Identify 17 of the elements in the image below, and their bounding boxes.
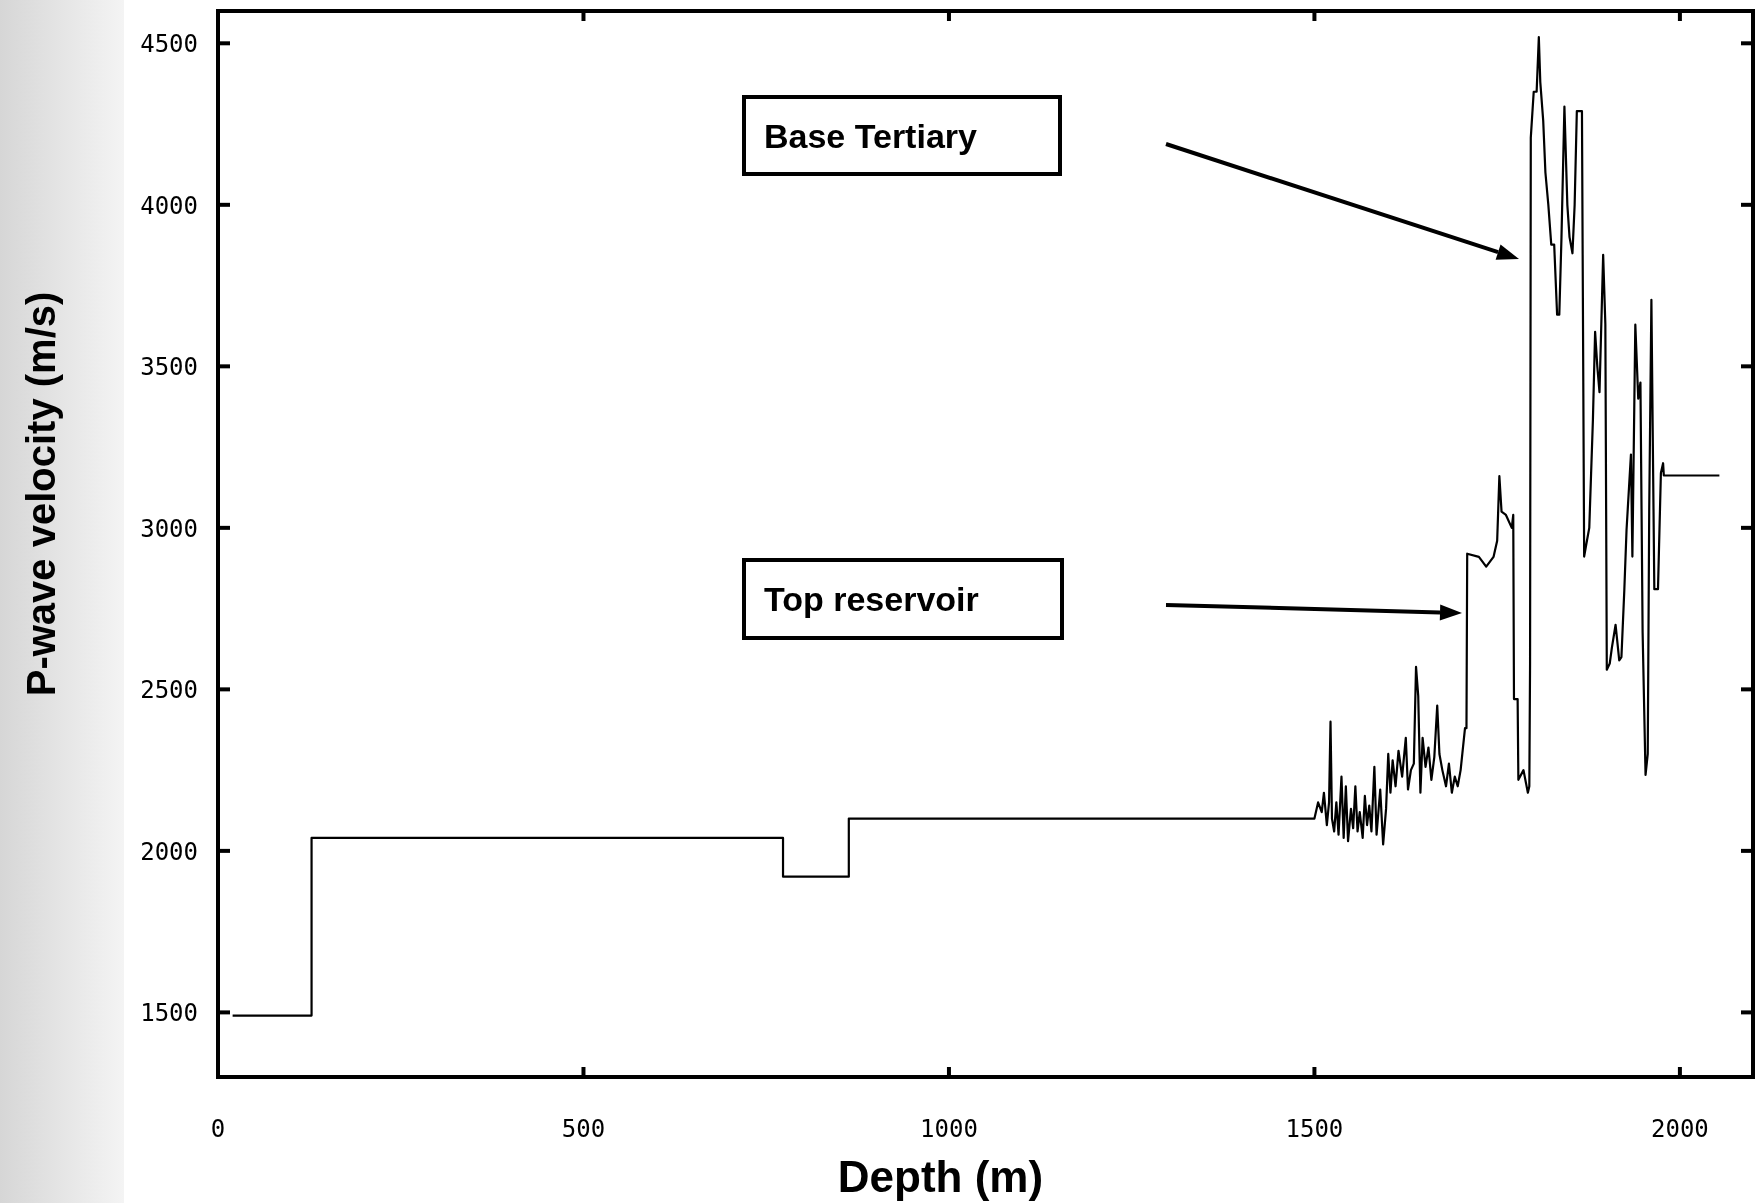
y-tick-label: 2000 — [140, 837, 198, 866]
y-tick-label: 3000 — [140, 514, 198, 543]
x-tick-label: 2000 — [1651, 1115, 1709, 1143]
x-tick-label: 0 — [210, 1115, 226, 1143]
y-tick-label: 2500 — [140, 676, 198, 705]
x-tick-label: 500 — [561, 1115, 606, 1143]
line-series — [231, 36, 1721, 1017]
annotation: Base Tertiary — [764, 116, 978, 155]
y-tick-label: 4500 — [140, 30, 198, 59]
x-tick-label: 1500 — [1285, 1115, 1344, 1143]
y-tick-label: 1500 — [140, 999, 198, 1028]
annotation: Top reservoir — [764, 580, 979, 618]
y-axis-title: P-wave velocity (m/s) — [19, 291, 63, 697]
y-tick-label: 4000 — [140, 191, 198, 220]
x-axis-title: Depth (m) — [837, 1152, 1044, 1201]
y-tick-label: 3500 — [140, 353, 198, 382]
x-tick-label: 1000 — [920, 1115, 978, 1143]
